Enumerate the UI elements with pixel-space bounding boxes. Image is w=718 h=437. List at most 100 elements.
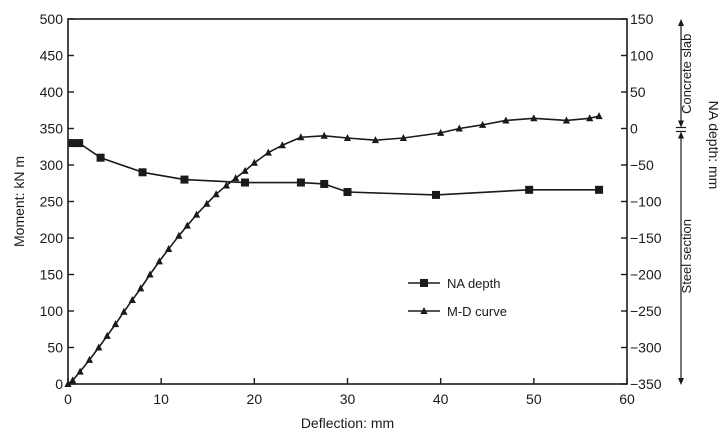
- data-point: [96, 153, 105, 162]
- data-point: [562, 116, 571, 124]
- series-layer: [64, 112, 604, 387]
- data-point: [320, 131, 328, 139]
- y-left-tick-label: 250: [40, 194, 64, 210]
- y-right-tick-label: 150: [630, 11, 654, 27]
- data-point: [241, 166, 249, 174]
- series-line: [72, 142, 600, 196]
- annotation-arrow-up: [678, 131, 684, 139]
- annotation-arrow-down: [678, 378, 684, 385]
- data-point: [343, 133, 352, 141]
- data-point: [203, 199, 211, 207]
- y-right-tick-label: 0: [630, 121, 638, 137]
- y-right-tick-label: 100: [630, 48, 654, 64]
- data-point: [137, 284, 145, 292]
- y-right-axis-title: NA depth: mm: [706, 101, 718, 190]
- x-axis-title: Deflection: mm: [301, 415, 394, 431]
- x-tick-label: 0: [64, 391, 72, 407]
- data-point: [155, 257, 163, 265]
- data-point: [85, 355, 94, 363]
- y-left-tick-label: 300: [40, 157, 64, 173]
- x-tick-label: 20: [247, 391, 263, 407]
- annotation-arrow-down: [678, 120, 684, 128]
- series-m-d-curve: [64, 112, 603, 387]
- data-point: [297, 133, 305, 141]
- y-right-tick-label: 50: [630, 84, 646, 100]
- data-point: [180, 175, 189, 184]
- data-point: [320, 179, 329, 188]
- ticks-layer: 0 10 20 30 40 50 60 0 50 100 150 200 250 300 350 400 450…: [40, 11, 662, 407]
- y-left-tick-label: 350: [40, 121, 64, 137]
- data-point: [264, 148, 272, 156]
- data-point: [343, 188, 352, 197]
- data-point: [595, 185, 604, 194]
- x-tick-label: 60: [619, 391, 635, 407]
- data-point: [138, 168, 147, 177]
- data-point: [146, 270, 154, 278]
- data-point: [278, 141, 286, 149]
- data-point: [525, 185, 534, 194]
- y-right-tick-label: −50: [630, 157, 654, 173]
- x-tick-label: 30: [340, 391, 356, 407]
- data-point: [183, 221, 191, 229]
- data-point: [241, 178, 250, 187]
- x-tick-label: 10: [153, 391, 169, 407]
- series-line: [67, 115, 600, 385]
- series-na-depth: [68, 139, 604, 199]
- y-left-tick-label: 450: [40, 48, 64, 64]
- data-point: [455, 124, 463, 132]
- annotation-label: Concrete slab: [679, 34, 694, 114]
- data-point: [232, 174, 240, 182]
- data-point: [192, 210, 201, 218]
- y-left-tick-label: 0: [55, 376, 63, 392]
- legend-marker: [420, 307, 428, 314]
- data-point: [296, 178, 305, 187]
- y-right-tick-label: −250: [630, 303, 662, 319]
- y-left-tick-label: 150: [40, 267, 64, 283]
- data-point: [530, 114, 538, 122]
- data-point: [68, 139, 77, 148]
- data-point: [502, 116, 510, 124]
- y-right-tick-label: −150: [630, 230, 662, 246]
- plot-frame: [67, 18, 628, 385]
- data-point: [586, 114, 594, 122]
- y-right-tick-label: −350: [630, 376, 662, 392]
- legend-marker: [420, 279, 428, 287]
- y-right-tick-label: −200: [630, 267, 662, 283]
- data-point: [175, 231, 183, 239]
- legend-label: NA depth: [447, 276, 501, 291]
- legend: NA depth M-D curve: [408, 276, 507, 319]
- side-annotations: Concrete slab Steel section: [676, 19, 694, 385]
- y-left-tick-label: 50: [47, 340, 63, 356]
- data-point: [371, 136, 380, 144]
- y-left-axis-title: Moment: kN m: [11, 156, 27, 247]
- data-point: [64, 380, 72, 387]
- data-point: [75, 139, 84, 148]
- axes-layer: [67, 18, 628, 385]
- data-point: [595, 112, 603, 120]
- y-left-tick-label: 400: [40, 84, 64, 100]
- data-point: [222, 181, 230, 189]
- data-point: [69, 376, 77, 384]
- y-right-tick-label: −300: [630, 340, 662, 356]
- annotation-label: Steel section: [679, 219, 694, 293]
- x-tick-label: 50: [526, 391, 542, 407]
- y-left-tick-label: 500: [40, 11, 64, 27]
- data-point: [120, 307, 128, 315]
- y-right-tick-label: −100: [630, 194, 662, 210]
- data-point: [478, 120, 487, 128]
- data-point: [250, 158, 258, 166]
- annotation-arrow-up: [678, 19, 684, 26]
- data-point: [103, 331, 111, 339]
- x-tick-label: 40: [433, 391, 449, 407]
- y-left-tick-label: 200: [40, 230, 64, 246]
- data-point: [128, 296, 136, 304]
- legend-label: M-D curve: [447, 304, 507, 319]
- data-point: [165, 244, 173, 252]
- data-point: [212, 190, 220, 198]
- data-point: [111, 320, 120, 328]
- y-left-tick-label: 100: [40, 303, 64, 319]
- data-point: [399, 133, 407, 141]
- data-point: [437, 128, 445, 136]
- data-point: [95, 343, 103, 351]
